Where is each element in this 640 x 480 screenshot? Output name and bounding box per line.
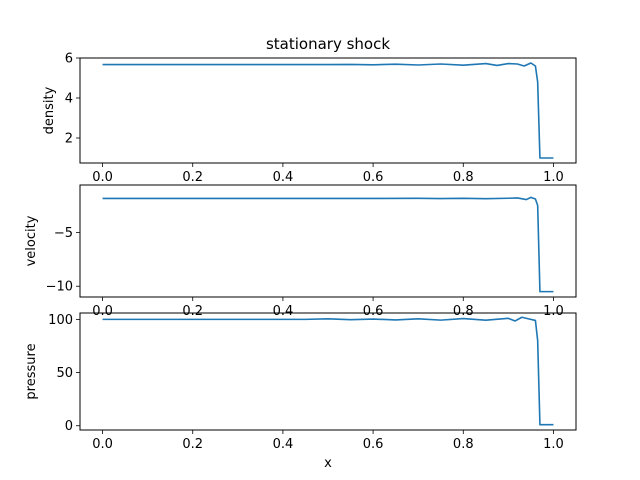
velocity-axes-frame [79, 184, 577, 298]
density-y-tick-label: 4 [65, 92, 73, 107]
pressure-series-line [102, 316, 554, 426]
panels: 0.0 0.2 0.4 0.6 0.8 1.0 2 4 6 density 0.0 0.2 0.4 0.6… [24, 52, 577, 452]
velocity-x-tick-label: 0.0 [92, 304, 113, 319]
pressure-x-tick-label: 0.6 [363, 437, 384, 452]
velocity-x-tick-label: 0.6 [363, 304, 384, 319]
pressure-y-axis-label: pressure [24, 343, 39, 399]
density-x-tick-label: 0.8 [453, 170, 474, 185]
density-x-tick-label: 0.2 [182, 170, 203, 185]
density-panel: 0.0 0.2 0.4 0.6 0.8 1.0 2 4 6 density [42, 52, 577, 185]
velocity-x-tick-label: 0.4 [273, 304, 294, 319]
pressure-x-tick-label: 0.2 [182, 437, 203, 452]
velocity-x-tick-label: 0.2 [182, 304, 203, 319]
velocity-y-tick-label: −10 [46, 280, 73, 295]
pressure-axes-frame [79, 312, 577, 431]
chart-title: stationary shock [266, 35, 390, 53]
density-y-tick-label: 2 [65, 132, 73, 147]
pressure-panel: 0.0 0.2 0.4 0.6 0.8 1.0 0 50 100 pressure [24, 312, 577, 452]
pressure-y-tick-label: 100 [48, 313, 73, 328]
velocity-series-line [102, 196, 554, 293]
pressure-x-tick-label: 0.4 [273, 437, 294, 452]
pressure-x-tick-label: 0.0 [92, 437, 113, 452]
density-x-tick-label: 0.6 [363, 170, 384, 185]
pressure-x-tick-label: 0.8 [453, 437, 474, 452]
pressure-x-tick-label: 1.0 [543, 437, 564, 452]
velocity-y-tick-label: −5 [54, 226, 73, 241]
x-axis-label: x [324, 456, 332, 471]
density-axes-frame [79, 57, 577, 164]
density-series-line [102, 62, 554, 159]
pressure-y-tick-label: 0 [65, 419, 73, 434]
velocity-panel: 0.0 0.2 0.4 0.6 0.8 1.0 −5 −10 velocity [24, 184, 577, 319]
velocity-y-axis-label: velocity [24, 215, 39, 266]
density-x-tick-label: 1.0 [543, 170, 564, 185]
density-x-tick-label: 0.4 [273, 170, 294, 185]
velocity-x-tick-label: 0.8 [453, 304, 474, 319]
velocity-x-tick-label: 1.0 [543, 304, 564, 319]
density-y-tick-label: 6 [65, 52, 73, 67]
density-y-axis-label: density [42, 86, 57, 134]
pressure-y-tick-label: 50 [56, 366, 73, 381]
density-x-tick-label: 0.0 [92, 170, 113, 185]
